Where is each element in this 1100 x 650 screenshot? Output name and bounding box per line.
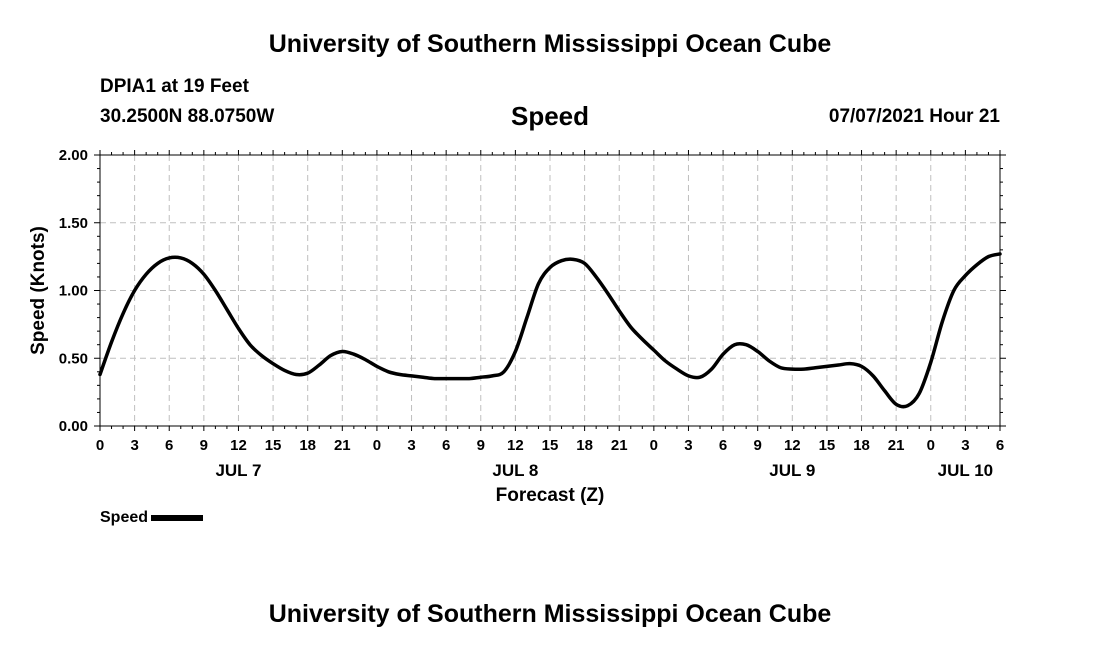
x-tick-label: 0 [373, 437, 381, 454]
x-tick-label: 12 [507, 437, 524, 454]
x-tick-label: 12 [230, 437, 247, 454]
tick-labels: 0 3 6 9 12 15 18 21 0 3 6 9 12 15 18 21 0 3 6 9 12 15 18 21 0 3 6J… [59, 147, 1004, 480]
x-tick-label: 15 [265, 437, 282, 454]
x-tick-label: 21 [611, 437, 628, 454]
station-label: DPIA1 at 19 Feet [100, 76, 249, 97]
x-tick-label: 0 [650, 437, 658, 454]
legend-swatch [151, 515, 204, 521]
forecast-datetime: 07/07/2021 Hour 21 [828, 106, 1000, 127]
day-label: JUL 8 [492, 461, 538, 480]
y-tick-label: 1.00 [59, 283, 88, 300]
x-tick-label: 18 [853, 437, 870, 454]
series [98, 252, 1002, 409]
x-tick-label: 9 [477, 437, 485, 454]
x-tick-label: 9 [200, 437, 208, 454]
x-tick-label: 9 [754, 437, 762, 454]
x-tick-label: 18 [299, 437, 316, 454]
footer-title: University of Southern Mississippi Ocean… [268, 600, 832, 628]
x-tick-label: 6 [165, 437, 173, 454]
y-tick-label: 0.50 [59, 350, 88, 367]
x-tick-label: 3 [130, 437, 138, 454]
y-axis-title: Speed (Knots) [28, 226, 49, 355]
ticks [94, 150, 1006, 431]
x-tick-label: 3 [961, 437, 969, 454]
day-label: JUL 7 [215, 461, 261, 480]
day-label: JUL 10 [938, 461, 993, 480]
x-tick-label: 6 [719, 437, 727, 454]
coordinates-label: 30.2500N 88.0750W [100, 106, 275, 127]
x-tick-label: 0 [927, 437, 935, 454]
legend: Speed [100, 509, 204, 527]
y-tick-label: 0.00 [59, 418, 88, 435]
x-axis-title: Forecast (Z) [496, 485, 605, 506]
x-tick-label: 21 [334, 437, 351, 454]
page-title: University of Southern Mississippi Ocean… [268, 30, 832, 58]
y-tick-label: 2.00 [59, 147, 88, 164]
x-tick-label: 12 [784, 437, 801, 454]
legend-label: Speed [100, 509, 149, 526]
x-tick-label: 3 [407, 437, 415, 454]
x-tick-label: 3 [684, 437, 692, 454]
x-tick-label: 6 [442, 437, 450, 454]
x-tick-label: 15 [542, 437, 559, 454]
x-tick-label: 21 [888, 437, 905, 454]
day-label: JUL 9 [769, 461, 815, 480]
x-tick-label: 0 [96, 437, 104, 454]
speed-series-line [98, 252, 1002, 409]
x-tick-label: 18 [576, 437, 593, 454]
grid [100, 155, 1000, 426]
y-tick-label: 1.50 [59, 215, 88, 232]
x-tick-label: 6 [996, 437, 1004, 454]
x-tick-label: 15 [819, 437, 836, 454]
chart-title: Speed [510, 101, 590, 131]
